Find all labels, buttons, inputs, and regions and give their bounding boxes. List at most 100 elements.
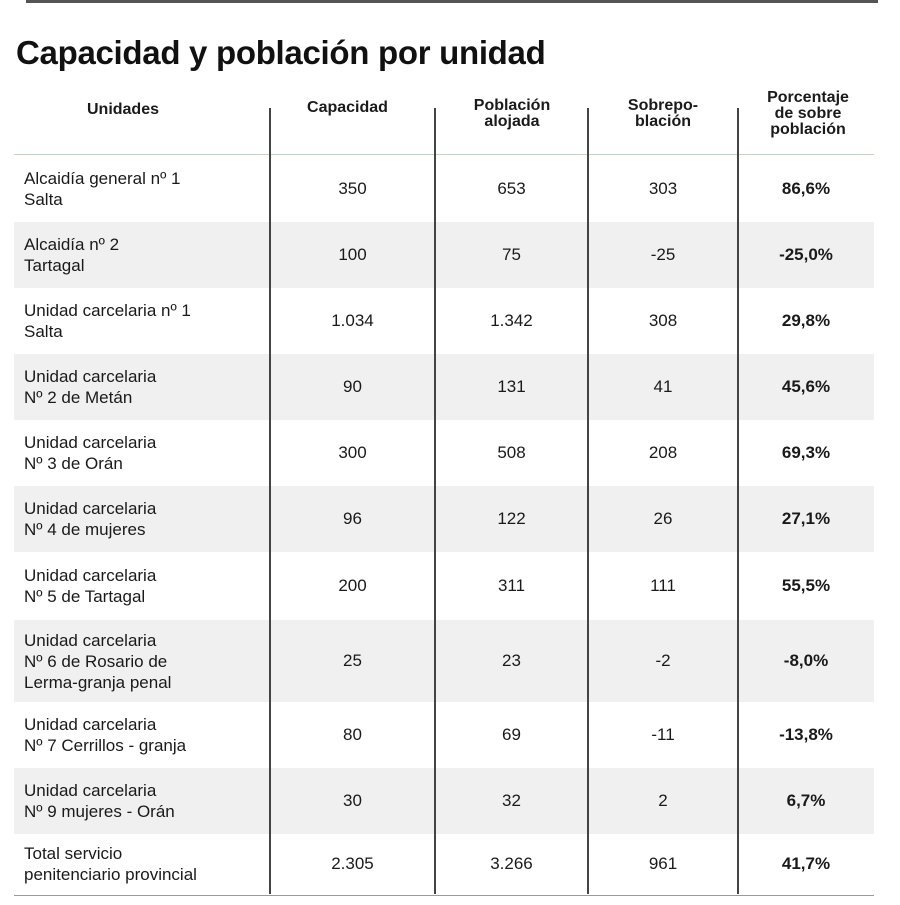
unit-name-line: Nº 7 Cerrillos - granja [24,736,187,755]
unit-name-line: Unidad carcelaria [24,781,157,800]
porcentaje-cell: 6,7% [786,791,826,810]
unit-name-line: Unidad carcelaria nº 1 [24,301,191,320]
header-unidades: Unidades [86,101,159,118]
poblacion-cell: 3.266 [490,854,533,873]
poblacion-cell: 75 [502,245,521,264]
porcentaje-cell: 45,6% [781,377,831,396]
capacidad-cell: 96 [343,509,362,528]
unit-name-line: Salta [24,190,63,209]
column-divider [587,108,589,894]
table-bottom-rule [14,895,874,896]
unit-name-cell: Unidad carcelaria Nº 5 de Tartagal [24,552,269,620]
sobrepoblacion-cell: -25 [650,245,676,264]
header-divider [14,154,874,155]
unit-name-line: Unidad carcelaria [24,715,157,734]
header-porcentaje: Porcentaje de sobre población [739,90,877,138]
table-row: Unidad carcelaria Nº 2 de Metán 90 131 41 45,… [14,354,874,420]
unit-name-line: Nº 4 de mujeres [24,520,146,539]
unit-name-cell: Unidad carcelaria Nº 9 mujeres - Orán [24,768,269,834]
sobrepoblacion-cell: 961 [648,854,678,873]
unit-name-line: Unidad carcelaria [24,566,157,585]
table-row: Unidad carcelaria Nº 4 de mujeres 96 122 26 2… [14,486,874,552]
sobrepoblacion-cell: 111 [650,576,676,595]
unit-name-line: Salta [24,322,63,341]
sobrepoblacion-cell: 303 [648,179,678,198]
unit-name-cell: Alcaidía nº 2 Tartagal [24,222,269,288]
table-row: Alcaidía general nº 1 Salta 350 653 303 86,6% [14,156,874,222]
table-row: Unidad carcelaria nº 1 Salta 1.034 1.342 308… [14,288,874,354]
table-row: Unidad carcelaria Nº 3 de Orán 300 508 208 69… [14,420,874,486]
poblacion-cell: 69 [502,725,521,744]
unit-name-cell: Unidad carcelaria nº 1 Salta [24,288,269,354]
porcentaje-cell: 55,5% [781,576,831,595]
table-header: Unidades Capacidad Población alojada Sob… [0,88,900,154]
capacidad-cell: 300 [338,443,367,462]
sobrepoblacion-cell: 208 [648,443,678,462]
unit-name-line: Tartagal [24,256,85,275]
unit-name-cell: Total servicio penitenciario provincial [24,834,269,894]
header-capacidad: Capacidad [307,99,388,116]
header-poblacion: Población alojada [437,98,587,130]
unit-name-cell: Unidad carcelaria Nº 4 de mujeres [24,486,269,552]
capacidad-cell: 25 [343,651,362,670]
sobrepoblacion-cell: 26 [653,509,673,528]
porcentaje-cell: 86,6% [781,179,831,198]
capacidad-cell: 30 [343,791,362,810]
header-poblacion-line: alojada [484,113,540,130]
header-sobrepoblacion-line: blación [634,113,691,130]
porcentaje-cell: 69,3% [781,443,831,462]
header-sobrepoblacion: Sobrepo- blación [589,98,737,130]
sobrepoblacion-cell: 41 [653,377,673,396]
unit-name-line: Unidad carcelaria [24,433,157,452]
header-porcentaje-line: población [770,121,846,138]
column-divider [434,108,436,894]
table-row: Unidad carcelaria Nº 9 mujeres - Orán 30 32… [14,768,874,834]
capacidad-cell: 1.034 [331,311,374,330]
sobrepoblacion-cell: 2 [658,791,668,810]
sobrepoblacion-cell: -2 [655,651,671,670]
unit-name-line: Nº 2 de Metán [24,388,133,407]
unit-name-line: Nº 9 mujeres - Orán [24,802,175,821]
unit-name-line: Lerma-granja penal [24,672,172,692]
poblacion-cell: 32 [502,791,521,810]
unit-name-cell: Unidad carcelaria Nº 7 Cerrillos - granja [24,702,269,768]
unit-name-line: Unidad carcelaria [24,367,157,386]
porcentaje-cell: -8,0% [783,651,829,670]
porcentaje-cell: 27,1% [781,509,831,528]
unit-name-line: Alcaidía general nº 1 [24,169,181,188]
page-title: Capacidad y población por unidad [16,34,546,71]
unit-name-line: Nº 3 de Orán [24,454,123,473]
capacidad-cell: 350 [338,179,367,198]
sobrepoblacion-cell: -11 [651,725,675,744]
unit-name-line: Nº 5 de Tartagal [24,587,146,606]
header-porcentaje-line: Porcentaje [767,89,849,106]
unit-name-cell: Alcaidía general nº 1 Salta [24,156,269,222]
table-row: Unidad carcelaria Nº 7 Cerrillos - granja… [14,702,874,768]
porcentaje-cell: 41,7% [781,854,831,873]
unit-name-line: Unidad carcelaria [24,499,157,518]
poblacion-cell: 1.342 [490,311,533,330]
column-divider [737,108,739,894]
column-divider [269,108,271,894]
poblacion-cell: 122 [497,509,526,528]
table-row: Unidad carcelaria Nº 5 de Tartagal 200 311 1… [14,552,874,620]
table-row: Alcaidía nº 2 Tartagal 100 75 -25 -25,0% [14,222,874,288]
capacidad-cell: 90 [343,377,362,396]
unit-name-line: Nº 6 de Rosario de [24,651,168,671]
sobrepoblacion-cell: 308 [648,311,678,330]
poblacion-cell: 508 [497,443,526,462]
capacidad-cell: 2.305 [331,854,374,873]
poblacion-cell: 311 [497,576,526,595]
poblacion-cell: 653 [497,179,526,198]
header-sobrepoblacion-line: Sobrepo- [627,97,699,114]
capacidad-cell: 200 [338,576,367,595]
unit-name-cell: Unidad carcelaria Nº 6 de Rosario de Lerma… [24,620,269,702]
total-row: Total servicio penitenciario provincial 2.… [14,834,874,894]
unit-name-line: Total servicio [24,844,123,863]
porcentaje-cell: -25,0% [779,245,833,264]
poblacion-cell: 131 [497,377,526,396]
header-poblacion-line: Población [473,97,551,114]
table-row: Unidad carcelaria Nº 6 de Rosario de Lerma… [14,620,874,702]
unit-name-line: penitenciario provincial [24,865,197,884]
top-rule [26,0,878,3]
